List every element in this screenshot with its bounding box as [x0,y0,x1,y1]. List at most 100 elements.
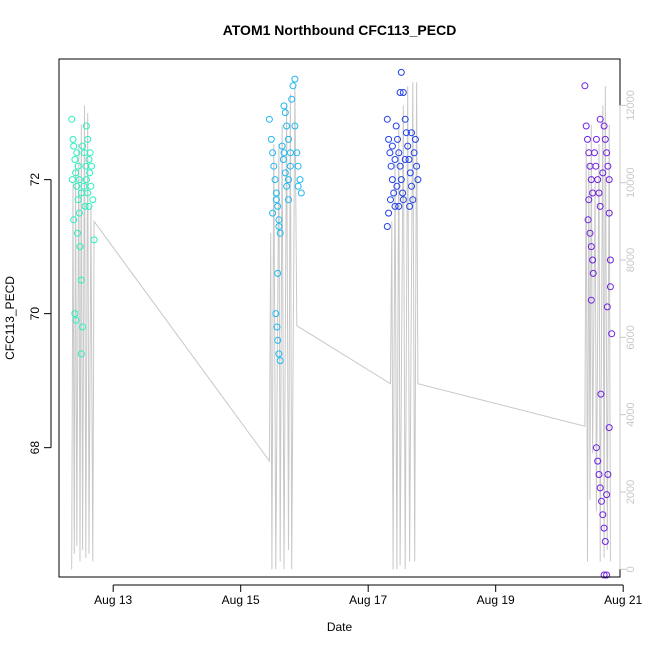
data-point [404,142,412,150]
data-point [391,156,399,163]
y2-tick-label: 4000 [625,402,637,426]
data-point [275,223,283,230]
data-point [385,135,393,143]
data-point [608,330,616,338]
data-point [399,189,407,197]
data-point [271,176,279,184]
data-point [397,176,405,184]
data-point [589,256,597,264]
data-point [603,491,611,499]
data-point [594,457,602,465]
data-point [388,142,396,150]
x-tick-label: Aug 13 [94,593,132,607]
data-point [278,142,286,150]
data-point [604,471,612,478]
data-point [80,182,88,190]
data-point [71,310,79,318]
altitude-line [71,82,611,570]
data-point [387,162,395,170]
chart-title: ATOM1 Northbound CFC113_PECD [223,22,457,38]
data-point [393,182,401,190]
data-point [275,350,283,358]
data-point [414,176,422,184]
data-point [283,182,291,190]
data-point [584,216,592,224]
data-point [605,424,613,432]
data-point [399,89,407,96]
y-axis-right: 0 2000 4000 6000 8000 10000 12000 [619,90,637,572]
data-point [279,156,287,163]
data-point [274,336,282,344]
data-point [385,209,393,217]
data-point [90,236,98,244]
data-point [592,135,600,143]
data-point [395,202,403,210]
x-axis: Aug 13 Aug 15 Aug 17 Aug 19 Aug 21 [94,584,643,607]
data-point [275,216,283,224]
data-point [89,196,97,204]
data-point [394,135,401,143]
data-point [269,149,277,157]
x-tick-label: Aug 19 [477,593,515,607]
data-point [293,149,301,157]
data-point [402,129,410,137]
data-point [283,122,291,130]
y2-tick-label: 6000 [625,325,637,349]
data-point [594,176,602,184]
data-point [603,571,611,579]
data-point [79,323,87,331]
data-point [272,310,280,318]
data-point [88,162,95,170]
data-point [410,149,418,157]
y2-tick-label: 12000 [625,90,637,121]
data-point [72,169,80,177]
data-point [605,176,613,184]
data-point [596,115,604,123]
data-point [600,571,608,579]
data-point [585,196,593,204]
x-axis-label: Date [327,620,353,634]
data-point [599,169,607,177]
y2-tick-label: 2000 [625,480,637,504]
data-point [265,115,273,123]
data-point [596,202,604,210]
data-point [387,196,394,204]
data-point [592,162,600,170]
x-tick-label: Aug 15 [222,593,260,607]
data-point [68,176,76,184]
data-point [289,82,297,90]
data-point [386,149,394,157]
data-point [413,162,421,170]
data-point [68,115,76,123]
data-point [73,149,81,157]
data-point [599,511,607,519]
x-tick-label: Aug 17 [349,593,387,607]
data-point [600,122,608,130]
data-point [84,135,92,143]
x-tick-label: Aug 21 [604,593,642,607]
altitude-series [71,82,611,570]
data-point [270,162,278,170]
data-point [71,156,79,163]
data-point [296,176,304,184]
data-point [388,176,396,184]
data-point [81,202,89,210]
data-point [581,82,589,90]
data-point [406,202,414,210]
data-point [269,209,277,217]
data-point [70,216,78,224]
data-point [77,189,85,197]
data-point [411,135,419,143]
data-point [76,243,84,251]
data-point [286,162,294,170]
data-point [408,129,415,137]
data-point [288,95,296,103]
data-point [401,115,409,123]
y-tick-label: 72 [28,173,42,187]
data-point [392,122,400,130]
data-point [70,142,78,150]
data-point [294,182,302,190]
y2-tick-label: 10000 [625,167,637,198]
data-point [73,182,81,190]
